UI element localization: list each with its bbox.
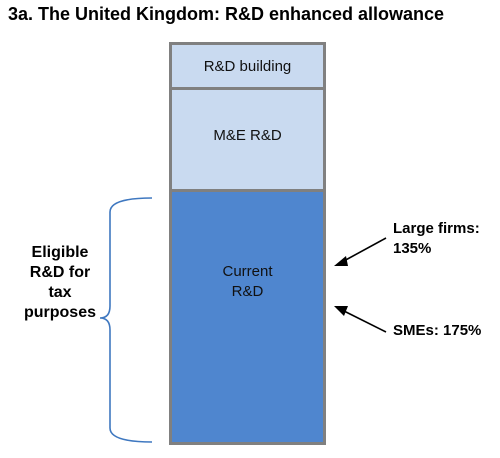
large-firms-arrow bbox=[341, 237, 387, 263]
brace-label-line1: Eligible bbox=[31, 244, 89, 261]
large-firms-line1: Large firms: bbox=[393, 220, 480, 237]
smes-note: SMEs: 175% bbox=[393, 322, 482, 339]
large-firms-note: Large firms: 135% bbox=[393, 219, 480, 259]
large-firms-line2: 135% bbox=[393, 240, 432, 257]
segment-me-rd-label: M&E R&D bbox=[213, 127, 282, 144]
brace-label-line4: purposes bbox=[23, 304, 96, 321]
smes-arrow bbox=[341, 309, 387, 333]
brace-label-line3: tax bbox=[48, 284, 72, 301]
segment-current-rd-label: Current R&D bbox=[222, 262, 272, 302]
current-label-line1: Current bbox=[222, 263, 273, 280]
segment-current-rd: Current R&D bbox=[172, 192, 323, 442]
current-label-line2: R&D bbox=[231, 283, 264, 300]
figure-title: 3a. The United Kingdom: R&D enhanced all… bbox=[8, 4, 445, 24]
large-firms-arrowhead bbox=[334, 256, 348, 266]
segment-me-rd: M&E R&D bbox=[172, 90, 323, 192]
segment-rd-building: R&D building bbox=[172, 45, 323, 90]
brace-label-line2: R&D for bbox=[29, 264, 91, 281]
segment-rd-building-label: R&D building bbox=[203, 57, 292, 75]
stacked-bar: R&D building M&E R&D Current R&D bbox=[169, 42, 326, 445]
smes-arrowhead bbox=[334, 306, 348, 316]
brace-icon bbox=[99, 197, 153, 443]
brace-label: Eligible R&D for tax purposes bbox=[10, 243, 110, 323]
